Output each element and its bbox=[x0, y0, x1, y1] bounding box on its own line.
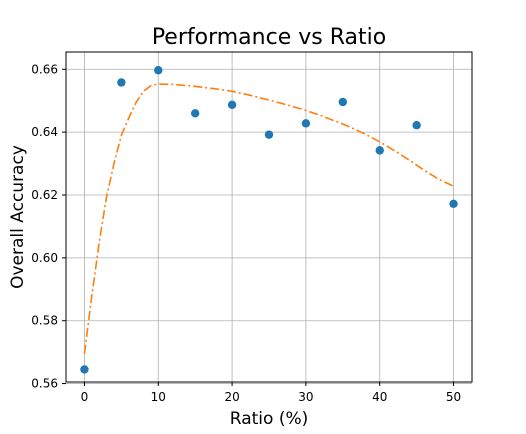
x-tick-label: 30 bbox=[298, 390, 313, 404]
y-axis-title: Overall Accuracy bbox=[8, 145, 28, 289]
data-point bbox=[264, 130, 274, 139]
data-point bbox=[80, 365, 89, 374]
fit-curve-line bbox=[83, 83, 454, 354]
x-tick-label: 0 bbox=[81, 390, 89, 404]
chart-title: Performance vs Ratio bbox=[152, 25, 386, 50]
grid-layer bbox=[66, 52, 472, 384]
x-tick-label: 40 bbox=[372, 390, 387, 404]
y-tick-label: 0.56 bbox=[31, 377, 58, 391]
y-tick-label: 0.64 bbox=[31, 125, 58, 139]
y-tick-label: 0.58 bbox=[31, 314, 58, 328]
data-point bbox=[412, 121, 421, 130]
data-point bbox=[190, 109, 200, 118]
plot-frame bbox=[65, 51, 473, 383]
data-point bbox=[117, 78, 126, 87]
data-point bbox=[375, 146, 384, 155]
data-point bbox=[338, 97, 348, 107]
ticks-layer: 0 10 20 30 40 50 0.56 0.58 0.60 0.62 0.64 0.66 bbox=[31, 62, 461, 404]
data-point bbox=[301, 119, 311, 128]
x-tick-label: 10 bbox=[151, 390, 166, 404]
x-axis-title: Ratio (%) bbox=[230, 409, 308, 429]
y-tick-label: 0.60 bbox=[31, 251, 58, 265]
data-point bbox=[449, 199, 458, 208]
x-tick-label: 50 bbox=[446, 390, 461, 404]
x-tick-label: 20 bbox=[224, 390, 239, 404]
y-tick-label: 0.66 bbox=[31, 62, 58, 76]
series-layer bbox=[80, 66, 458, 374]
y-tick-label: 0.62 bbox=[31, 188, 58, 202]
data-point bbox=[227, 100, 237, 110]
data-point bbox=[154, 66, 163, 75]
